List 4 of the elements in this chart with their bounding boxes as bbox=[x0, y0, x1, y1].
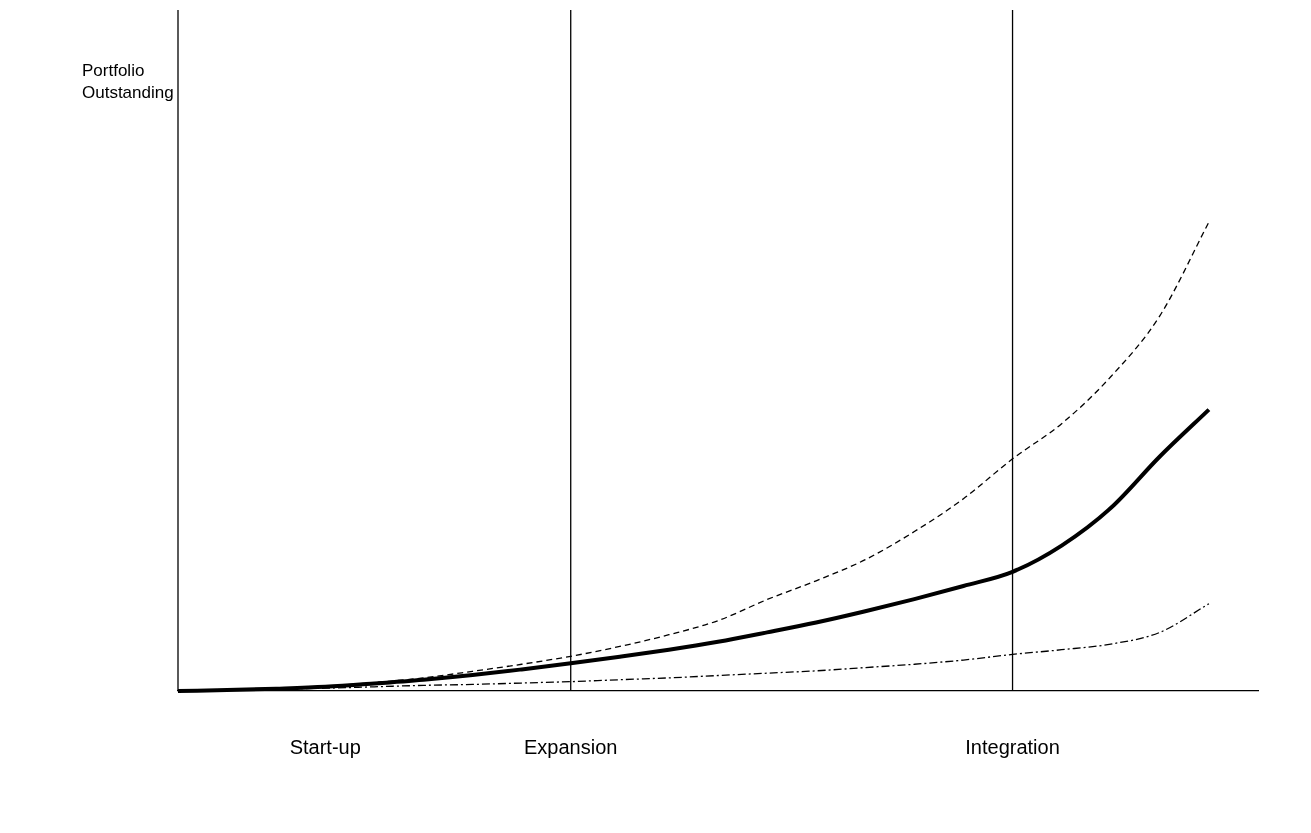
x-tick-label: Integration bbox=[965, 735, 1060, 758]
x-tick-label: Start-up bbox=[289, 735, 361, 758]
text: Portfolio Outstanding bbox=[82, 60, 175, 104]
x-tick-label: Expansion bbox=[524, 735, 618, 758]
